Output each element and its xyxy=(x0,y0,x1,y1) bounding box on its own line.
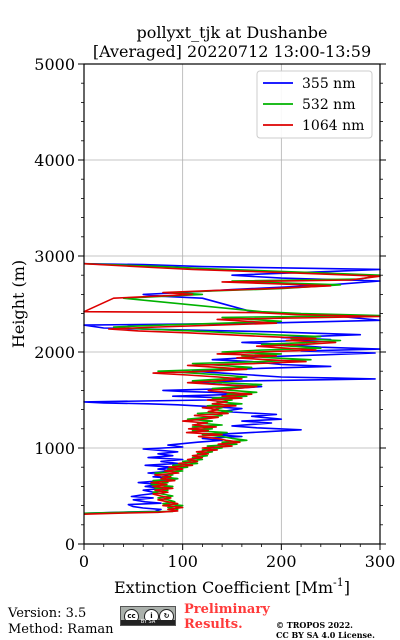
legend: 355 nm 532 nm 1064 nm xyxy=(256,70,373,139)
y-tick-label: 2000 xyxy=(34,343,75,362)
preliminary-line-2: Results. xyxy=(184,617,243,632)
series-line-1064-nm xyxy=(83,262,381,515)
y-tick-label: 1000 xyxy=(34,439,75,458)
method-text: Method: Raman xyxy=(8,622,114,637)
legend-label: 1064 nm xyxy=(302,118,364,134)
x-tick-label: 300 xyxy=(365,552,396,571)
cc-badge-text: BY SA xyxy=(121,620,175,625)
copyright-line-1: © TROPOS 2022. xyxy=(276,620,353,630)
version-text: Version: 3.5 xyxy=(8,606,87,621)
chart-title: pollyxt_tjk at Dushanbe xyxy=(136,23,327,42)
cc-license-badge: cc i ↻ BY SA xyxy=(120,606,176,626)
y-tick-label: 5000 xyxy=(34,55,75,74)
x-axis-label: Extinction Coefficient [Mm-1] xyxy=(114,576,350,597)
x-tick-label: 0 xyxy=(79,552,89,571)
y-tick-label: 3000 xyxy=(34,247,75,266)
legend-box xyxy=(256,70,373,139)
plot-frame xyxy=(83,63,381,545)
preliminary-line-1: Preliminary xyxy=(184,602,270,617)
x-tick-label: 200 xyxy=(266,552,297,571)
version-info: Version: 3.5 Method: Raman xyxy=(8,606,114,638)
chart-subtitle: [Averaged] 20220712 13:00-13:59 xyxy=(93,42,371,61)
y-tick-label: 4000 xyxy=(34,151,75,170)
x-tick-label: 100 xyxy=(167,552,198,571)
legend-label: 355 nm xyxy=(302,76,355,92)
legend-label: 532 nm xyxy=(302,97,355,113)
copyright-line-2: CC BY SA 4.0 License. xyxy=(276,630,375,640)
preliminary-notice: Preliminary Results. xyxy=(184,602,270,632)
copyright-notice: © TROPOS 2022. CC BY SA 4.0 License. xyxy=(276,620,375,640)
y-axis-label: Height (m) xyxy=(9,260,28,348)
chart: pollyxt_tjk at Dushanbe [Averaged] 20220… xyxy=(9,23,395,597)
series-group xyxy=(83,262,381,515)
y-tick-label: 0 xyxy=(65,535,75,554)
